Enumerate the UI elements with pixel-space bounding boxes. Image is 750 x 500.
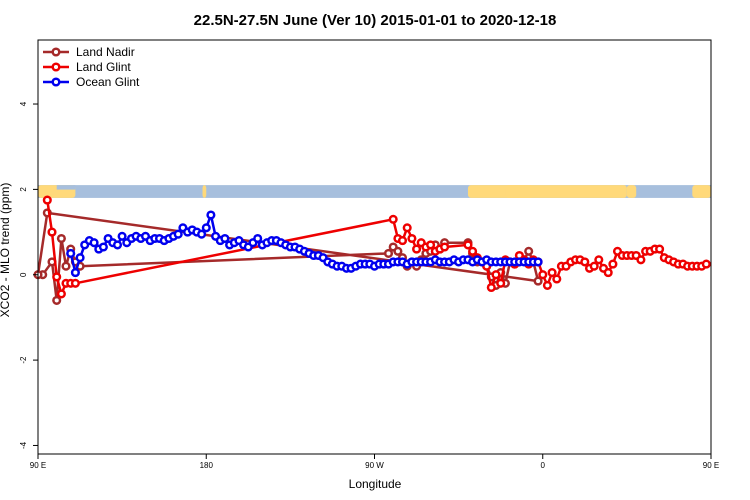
data-point bbox=[407, 233, 417, 244]
legend-marker bbox=[51, 62, 61, 72]
ocean-notch bbox=[56, 185, 76, 190]
data-point bbox=[197, 229, 207, 239]
data-point bbox=[589, 261, 599, 271]
data-point bbox=[547, 268, 557, 278]
data-point bbox=[542, 280, 552, 290]
legend-label: Ocean Glint bbox=[76, 75, 140, 89]
data-point bbox=[486, 282, 496, 293]
data-point bbox=[412, 244, 422, 254]
data-point bbox=[397, 236, 408, 246]
data-point bbox=[206, 210, 216, 220]
land-mask-band bbox=[38, 185, 711, 198]
data-point bbox=[393, 246, 403, 256]
data-point bbox=[98, 242, 108, 252]
land-patch bbox=[202, 185, 207, 198]
data-point bbox=[580, 257, 590, 267]
data-point bbox=[52, 295, 62, 305]
chart-title: 22.5N-27.5N June (Ver 10) 2015-01-01 to … bbox=[194, 12, 557, 29]
y-tick-label: 2 bbox=[19, 187, 28, 192]
x-tick-label: 90 W bbox=[365, 461, 384, 470]
data-point bbox=[89, 238, 99, 248]
data-point bbox=[402, 223, 412, 233]
data-point bbox=[70, 278, 80, 288]
data-point bbox=[533, 276, 543, 286]
legend-marker bbox=[51, 47, 61, 57]
data-point bbox=[56, 289, 66, 299]
x-tick-label: 0 bbox=[541, 461, 546, 470]
data-point bbox=[594, 255, 604, 265]
legend-marker bbox=[51, 77, 61, 87]
x-tick-label: 180 bbox=[200, 461, 214, 470]
data-point bbox=[52, 272, 62, 282]
y-tick-label: -4 bbox=[19, 441, 28, 449]
data-point bbox=[42, 195, 52, 205]
y-tick-label: 0 bbox=[19, 272, 28, 277]
data-point bbox=[533, 257, 543, 267]
series-line-land-glint bbox=[46, 199, 707, 298]
data-point bbox=[468, 246, 478, 256]
data-point bbox=[440, 242, 450, 252]
data-point bbox=[253, 233, 263, 244]
data-point bbox=[388, 214, 398, 224]
data-point bbox=[608, 259, 618, 269]
land-patch bbox=[692, 185, 711, 198]
data-point bbox=[496, 278, 506, 288]
x-tick-label: 90 E bbox=[30, 461, 46, 470]
data-point bbox=[61, 261, 71, 271]
data-point bbox=[552, 274, 562, 284]
x-axis-label: Longitude bbox=[349, 477, 402, 491]
data-point bbox=[75, 253, 85, 263]
data-point bbox=[426, 240, 436, 250]
data-point bbox=[201, 223, 211, 233]
data-point bbox=[538, 270, 548, 280]
legend-label: Land Nadir bbox=[76, 45, 135, 59]
data-point bbox=[524, 246, 534, 256]
data-point bbox=[491, 270, 501, 280]
data-point bbox=[47, 227, 57, 237]
data-point bbox=[66, 248, 76, 258]
data-point bbox=[655, 244, 665, 254]
plot-frame bbox=[37, 39, 712, 455]
y-tick-label: 4 bbox=[19, 101, 28, 106]
land-patch bbox=[505, 185, 627, 198]
y-tick-label: -2 bbox=[19, 356, 28, 364]
data-point bbox=[383, 248, 394, 258]
data-point bbox=[112, 240, 123, 250]
data-point bbox=[70, 268, 80, 278]
data-point bbox=[117, 231, 127, 241]
series-layer bbox=[33, 195, 711, 305]
data-point bbox=[636, 255, 646, 265]
data-point bbox=[56, 233, 66, 244]
land-patch bbox=[626, 185, 637, 198]
data-point bbox=[463, 240, 473, 250]
y-axis-label: XCO2 - MLO trend (ppm) bbox=[0, 183, 12, 318]
data-point bbox=[603, 268, 613, 278]
data-point bbox=[173, 229, 183, 239]
x-tick-label: 90 E bbox=[703, 461, 719, 470]
axes-layer: 90 E 180 90 W 0 90 E -4 -2 0 2 4 bbox=[19, 39, 719, 470]
legend-label: Land Glint bbox=[76, 60, 131, 74]
data-point bbox=[220, 233, 230, 244]
data-point bbox=[701, 259, 711, 269]
